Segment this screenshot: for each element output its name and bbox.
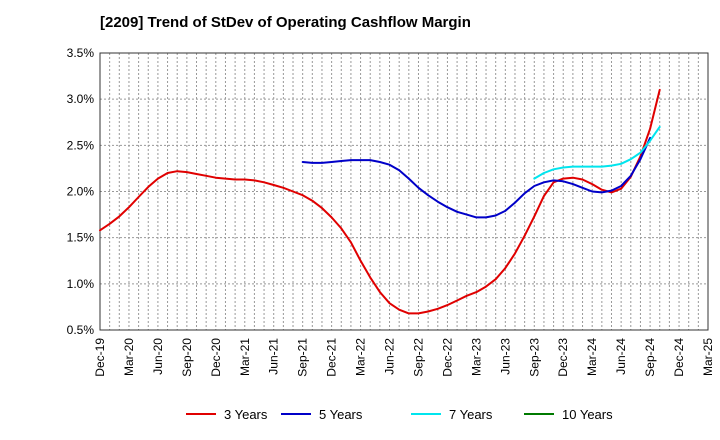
y-tick-label: 3.5% bbox=[67, 46, 95, 60]
x-tick-label: Jun-20 bbox=[151, 338, 165, 375]
plot-frame bbox=[99, 52, 709, 331]
x-tick-label: Sep-20 bbox=[180, 338, 194, 377]
y-tick-label: 3.0% bbox=[67, 92, 95, 106]
x-tick-label: Sep-21 bbox=[296, 338, 310, 377]
x-tick-label: Mar-21 bbox=[238, 338, 252, 376]
y-tick-label: 1.0% bbox=[67, 277, 95, 291]
legend-label: 5 Years bbox=[319, 407, 363, 422]
series-line-7-years bbox=[533, 125, 661, 180]
y-tick-label: 0.5% bbox=[67, 323, 95, 337]
y-tick-label: 1.5% bbox=[67, 231, 95, 245]
legend-label: 7 Years bbox=[449, 407, 493, 422]
x-tick-label: Mar-24 bbox=[585, 338, 599, 376]
x-tick-label: Dec-22 bbox=[440, 338, 454, 377]
x-tick-label: Mar-22 bbox=[354, 338, 368, 376]
x-tick-label: Jun-21 bbox=[267, 338, 281, 375]
x-tick-label: Mar-23 bbox=[469, 338, 483, 376]
x-tick-label: Mar-25 bbox=[701, 338, 715, 376]
y-tick-label: 2.0% bbox=[67, 185, 95, 199]
legend-label: 3 Years bbox=[224, 407, 268, 422]
x-tick-label: Sep-22 bbox=[411, 338, 425, 377]
x-tick-label: Jun-24 bbox=[614, 338, 628, 375]
y-tick-label: 2.5% bbox=[67, 138, 95, 152]
x-tick-label: Jun-22 bbox=[383, 338, 397, 375]
series-line-5-years bbox=[301, 136, 652, 219]
series-line-3-years bbox=[99, 88, 661, 315]
x-tick-label: Dec-20 bbox=[209, 338, 223, 377]
x-tick-label: Sep-23 bbox=[527, 338, 541, 377]
x-tick-label: Sep-24 bbox=[643, 338, 657, 377]
chart-title: [2209] Trend of StDev of Operating Cashf… bbox=[100, 14, 471, 31]
x-tick-label: Dec-23 bbox=[556, 338, 570, 377]
x-tick-label: Mar-20 bbox=[122, 338, 136, 376]
legend-label: 10 Years bbox=[562, 407, 613, 422]
x-tick-label: Jun-23 bbox=[498, 338, 512, 375]
x-tick-label: Dec-24 bbox=[672, 338, 686, 377]
x-tick-label: Dec-21 bbox=[325, 338, 339, 377]
x-tick-label: Dec-19 bbox=[93, 338, 107, 377]
